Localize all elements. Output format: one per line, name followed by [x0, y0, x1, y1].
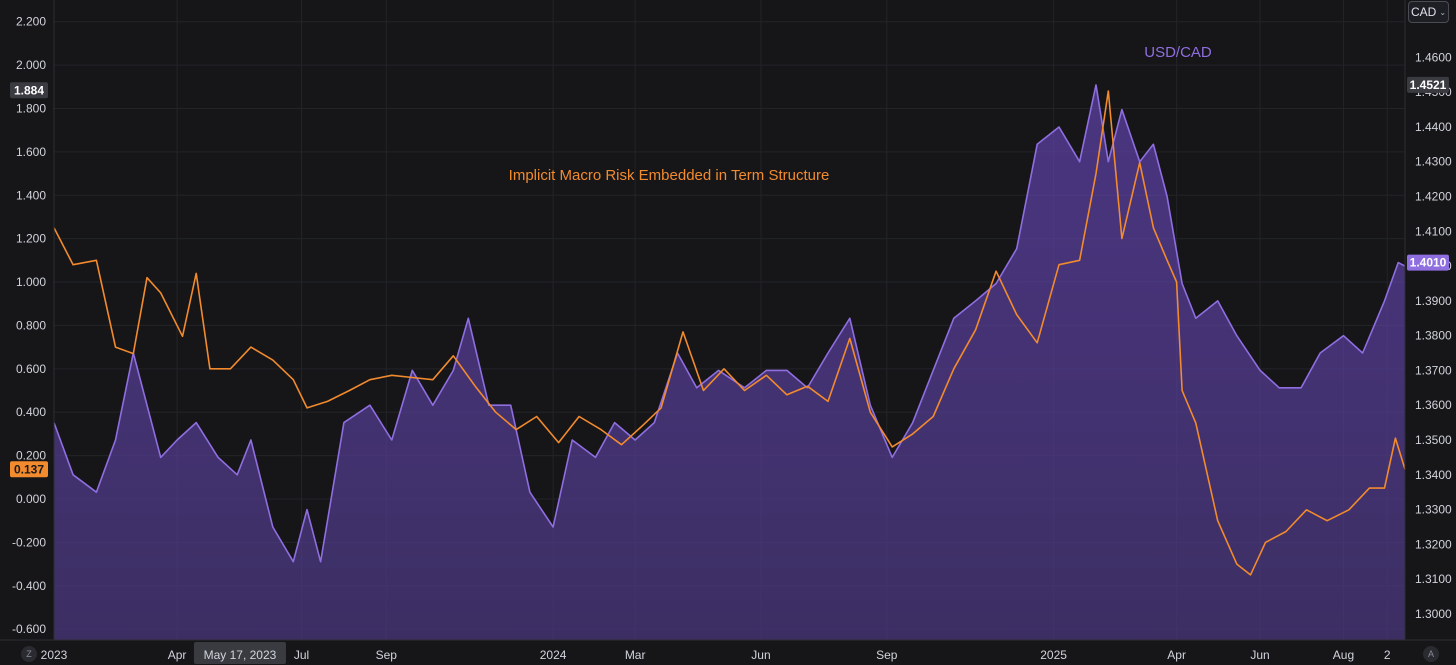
right-price-badge — [1407, 76, 1449, 93]
left-tick-label: 0.000 — [16, 492, 46, 506]
crosshair-date-label: May 17, 2023 — [204, 648, 277, 662]
macro-risk-annotation: Implicit Macro Risk Embedded in Term Str… — [509, 167, 830, 184]
left-tick-label: 1.000 — [16, 275, 46, 289]
time-tick-label: Jul — [294, 648, 309, 662]
time-axis[interactable]: 2023 Apr Jul Sep 2024 Mar Jun Sep 2025 Apr Jun Aug 2… — [41, 642, 1391, 664]
annotations: Implicit Macro Risk Embedded in Term Str… — [509, 44, 1212, 184]
right-tick-label: 1.4400 — [1415, 120, 1452, 134]
right-tick-label: 1.3600 — [1415, 398, 1452, 412]
chevron-down-icon: ⌄ — [1439, 7, 1447, 17]
time-tick-label: 2024 — [540, 648, 567, 662]
time-tick-label: Sep — [876, 648, 898, 662]
left-tick-label: 2.000 — [16, 58, 46, 72]
left-tick-label: 1.400 — [16, 188, 46, 202]
right-tick-label: 1.4100 — [1415, 224, 1452, 238]
right-tick-label: 1.4600 — [1415, 50, 1452, 64]
left-tick-label: 0.200 — [16, 449, 46, 463]
usdcad-annotation: USD/CAD — [1144, 44, 1212, 61]
right-corner-label: A — [1427, 649, 1434, 659]
right-tick-label: 1.3500 — [1415, 433, 1452, 447]
right-price-badge-label: 1.4521 — [1410, 78, 1447, 92]
left-tick-label: -0.200 — [12, 535, 46, 549]
time-tick-label: Jun — [751, 648, 770, 662]
time-tick-label: Jun — [1250, 648, 1269, 662]
left-corner-button[interactable]: Z — [21, 646, 37, 662]
time-tick-label: 2023 — [41, 648, 68, 662]
time-tick-label: 2 — [1384, 648, 1391, 662]
left-tick-label: 0.600 — [16, 362, 46, 376]
right-price-badge-label: 1.4010 — [1410, 256, 1447, 270]
series-layer — [53, 84, 1406, 640]
left-tick-label: 1.200 — [16, 232, 46, 246]
right-tick-label: 1.3800 — [1415, 329, 1452, 343]
right-tick-label: 1.3900 — [1415, 294, 1452, 308]
right-tick-label: 1.4300 — [1415, 155, 1452, 169]
left-price-badge-label: 0.137 — [14, 462, 44, 476]
left-tick-label: -0.600 — [12, 622, 46, 636]
left-price-badge — [10, 82, 48, 99]
time-tick-label: Apr — [168, 648, 187, 662]
right-tick-label: 1.4200 — [1415, 190, 1452, 204]
time-tick-label: 2025 — [1040, 648, 1067, 662]
right-tick-label: 1.3000 — [1415, 607, 1452, 621]
left-tick-label: 1.600 — [16, 145, 46, 159]
currency-selector[interactable]: CAD ⌄ — [1408, 1, 1449, 23]
left-tick-label: 0.800 — [16, 318, 46, 332]
left-corner-label: Z — [26, 649, 32, 659]
usdcad-area — [54, 84, 1405, 640]
right-tick-label: 1.3300 — [1415, 503, 1452, 517]
time-tick-label: Mar — [625, 648, 646, 662]
price-badges: 1.884 0.137 1.4521 1.4010 — [10, 76, 1449, 478]
right-price-badge — [1407, 254, 1449, 271]
right-tick-label: 1.3400 — [1415, 468, 1452, 482]
time-tick-label: Apr — [1167, 648, 1186, 662]
left-tick-label: 0.400 — [16, 405, 46, 419]
left-tick-label: 1.800 — [16, 101, 46, 115]
right-tick-label: 1.3700 — [1415, 363, 1452, 377]
currency-label: CAD — [1410, 5, 1437, 19]
right-tick-label: 1.3100 — [1415, 572, 1452, 586]
left-tick-label: -0.400 — [12, 579, 46, 593]
right-tick-label: 1.3200 — [1415, 537, 1452, 551]
crosshair-date-badge — [193, 642, 286, 664]
right-corner-button[interactable]: A — [1423, 646, 1439, 662]
time-tick-label: Aug — [1333, 648, 1354, 662]
time-tick-label: Sep — [376, 648, 398, 662]
left-price-badge — [10, 461, 48, 478]
left-tick-label: 2.200 — [16, 15, 46, 29]
left-axis[interactable]: 2.200 2.000 1.800 1.600 1.400 1.200 1.000 0.800… — [12, 15, 46, 636]
macro-risk-line — [53, 90, 1406, 576]
usdcad-line — [53, 84, 1406, 563]
left-price-badge-label: 1.884 — [14, 83, 44, 97]
